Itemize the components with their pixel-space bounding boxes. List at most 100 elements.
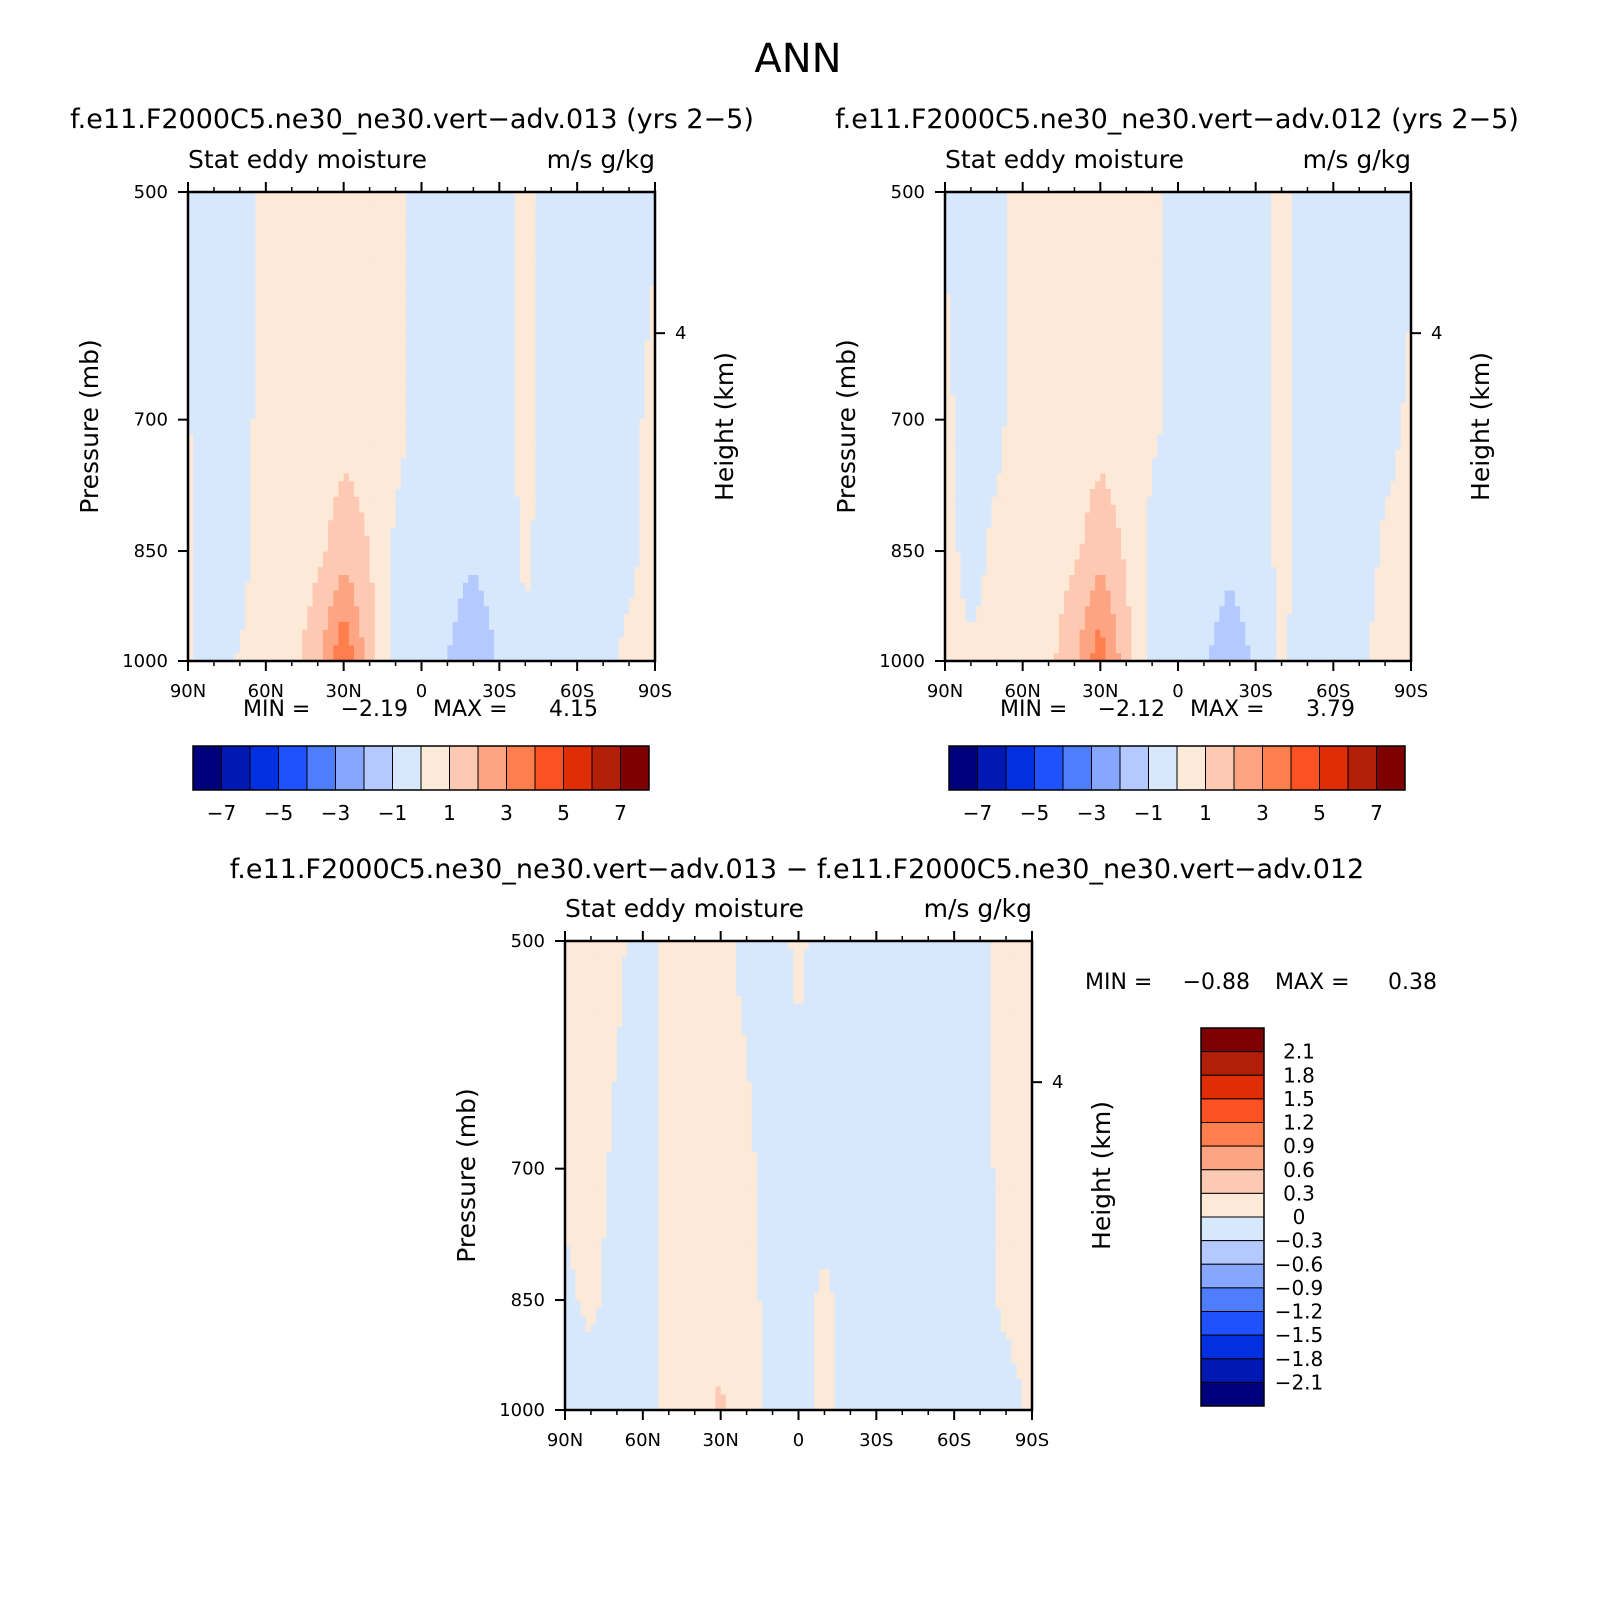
field-cell [571,496,578,506]
field-cell [359,520,366,529]
field-cell [317,215,324,224]
field-cell [281,442,288,451]
field-cell [411,637,417,646]
field-cell [525,215,532,224]
field-cell [213,645,220,654]
field-cell [276,449,282,459]
field-cell [556,192,563,201]
field-cell [291,356,298,365]
field-cell [343,207,350,217]
field-cell [234,426,241,435]
field-cell [509,254,516,263]
field-cell [582,535,589,545]
field-cell [457,215,464,224]
field-cell [426,277,433,287]
field-cell [457,629,464,639]
field-cell [379,363,386,373]
field-cell [276,504,282,514]
field-cell [546,324,552,334]
field-cell [354,246,360,256]
field-cell [328,606,334,615]
field-cell [457,520,464,529]
field-cell [561,575,568,584]
field-cell [566,301,573,310]
field-cell [239,496,246,506]
field-cell [307,512,314,521]
field-cell [540,277,547,287]
field-cell [213,223,220,232]
field-cell [250,582,257,592]
field-cell [452,653,459,662]
field-cell [421,457,428,467]
field-cell [509,356,516,365]
field-cell [291,449,298,459]
field-cell [255,403,262,412]
field-cell [348,262,355,271]
field-cell [390,520,397,529]
field-cell [322,332,329,342]
field-cell [488,559,495,568]
field-cell [322,559,329,568]
field-cell [281,426,288,435]
field-cell [452,606,459,615]
field-cell [587,317,594,326]
field-cell [379,418,386,428]
field-cell [463,504,469,514]
field-cell [431,317,438,326]
field-cell [431,590,438,600]
field-cell [203,575,210,584]
field-cell [494,481,500,490]
field-cell [571,403,578,412]
field-cell [219,637,225,646]
field-cell [613,426,620,435]
field-cell [535,637,542,646]
field-cell [468,512,474,521]
field-cell [219,246,225,256]
field-cell [198,535,205,545]
field-cell [400,363,407,373]
field-cell [250,590,257,600]
field-cell [592,301,599,310]
field-cell [463,371,469,381]
field-cell [603,434,609,443]
field-cell [390,528,397,537]
field-cell [504,332,511,342]
field-cell [291,262,298,271]
field-cell [437,457,443,467]
field-cell [525,520,532,529]
field-cell [463,207,469,217]
field-cell [224,496,231,506]
field-cell [203,317,210,326]
field-cell [468,590,474,600]
field-cell [333,426,340,435]
field-cell [188,551,194,560]
field-cell [411,528,417,537]
field-cell [286,559,293,568]
field-cell [478,309,485,318]
field-cell [219,403,225,412]
field-cell [525,473,532,482]
field-cell [437,449,443,459]
field-cell [483,567,490,576]
field-cell [203,629,210,639]
field-cell [307,582,314,592]
field-cell [374,356,381,365]
field-cell [597,567,604,576]
field-cell [577,215,583,224]
field-cell [416,418,423,428]
field-cell [473,645,480,654]
field-cell [431,653,438,662]
field-cell [193,473,199,482]
field-cell [317,270,324,279]
field-cell [613,653,620,662]
field-cell [271,551,277,560]
field-cell [374,606,381,615]
field-cell [338,434,345,443]
field-cell [577,301,583,310]
field-cell [535,199,542,209]
field-cell [540,590,547,600]
field-cell [400,567,407,576]
field-cell [603,309,609,318]
field-cell [286,426,293,435]
field-cell [203,309,210,318]
